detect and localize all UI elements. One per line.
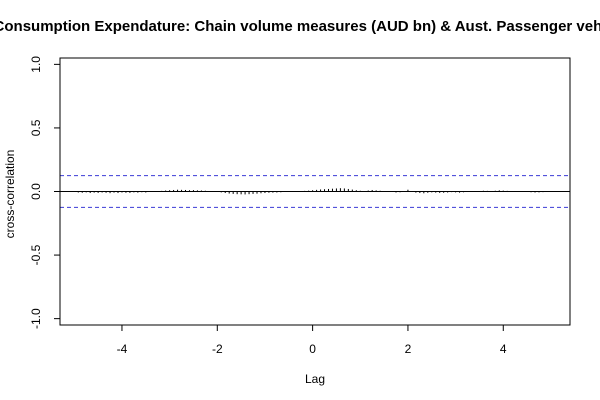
x-tick-label: 2 [405, 342, 412, 356]
y-axis-label: cross-correlation [3, 150, 17, 239]
x-tick-label: 4 [500, 342, 507, 356]
chart-title: l Consumption Expendature: Chain volume … [0, 18, 600, 35]
y-tick-label: -1.0 [29, 308, 43, 329]
y-tick-label: 1.0 [29, 56, 43, 73]
y-tick-label: 0.5 [29, 119, 43, 136]
y-tick-label: 0.0 [29, 183, 43, 200]
x-tick-label: -2 [212, 342, 223, 356]
y-axis: -1.0 -0.5 0.0 0.5 1.0 [29, 56, 61, 329]
y-tick-label: -0.5 [29, 244, 43, 265]
x-axis-label: Lag [305, 372, 325, 386]
x-tick-label: -4 [117, 342, 128, 356]
x-tick-label: 0 [309, 342, 316, 356]
x-axis: -4 -2 0 2 4 [117, 324, 507, 356]
